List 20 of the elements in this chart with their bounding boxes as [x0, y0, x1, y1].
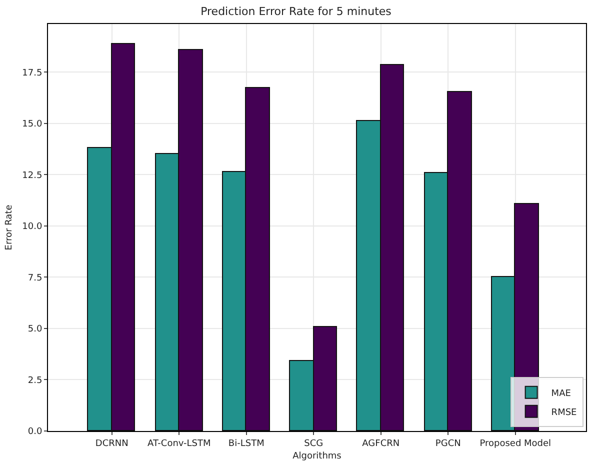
y-tick-label: 10.0	[22, 222, 42, 232]
x-tick-label: DCRNN	[95, 438, 128, 449]
x-tick-label: Bi-LSTM	[228, 438, 264, 449]
y-tick-label: 5.0	[28, 324, 42, 335]
legend-label: RMSE	[551, 408, 578, 418]
y-axis-title: Error Rate	[4, 204, 15, 250]
legend-label: MAE	[551, 388, 572, 399]
chart-title: Prediction Error Rate for 5 minutes	[200, 4, 392, 18]
x-tick-label: AGFCRN	[362, 438, 400, 449]
x-tick-label: Proposed Model	[480, 438, 552, 449]
y-tick-label: 0.0	[28, 427, 42, 438]
y-tick-label: 15.0	[22, 120, 42, 130]
y-tick-label: 12.5	[22, 170, 42, 181]
y-tick-label: 7.5	[28, 273, 42, 284]
x-tick-label: AT-Conv-LSTM	[148, 438, 211, 449]
y-tick-label: 2.5	[28, 376, 42, 386]
x-axis-title: Algorithms	[292, 452, 342, 462]
x-tick-label: SCG	[304, 438, 324, 449]
x-tick-label: PGCN	[435, 438, 461, 449]
y-tick-label: 17.5	[22, 68, 42, 78]
